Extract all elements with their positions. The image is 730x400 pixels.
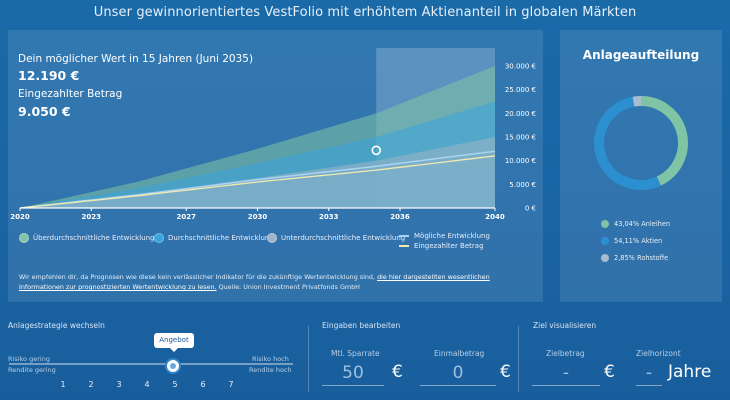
inputs-section-title: Eingaben bearbeiten (322, 321, 401, 330)
y-tick-label: 25.000 € (505, 86, 536, 94)
divider-1 (308, 326, 309, 392)
forecast-panel: 2020 2023 2027 2030 2033 2036 2040 30.000 € 25.0… (8, 30, 543, 302)
target-horizon-unit: Jahre (668, 362, 712, 382)
possible-value-label: Dein möglicher Wert in 15 Jahren (Juni 2… (18, 53, 254, 65)
x-tick-label: 2036 (390, 213, 410, 221)
goal-section-title: Ziel visualisieren (533, 321, 597, 330)
x-tick-label: 2027 (177, 213, 197, 221)
strategy-section-title: Anlagestrategie wechseln (8, 321, 105, 330)
allocation-item-stocks: 54,11% Aktien (601, 237, 662, 245)
strategy-step-6[interactable]: 6 (200, 380, 206, 389)
strategy-step-4[interactable]: 4 (144, 380, 150, 389)
target-amount-label: Zielbetrag (546, 349, 585, 358)
allocation-label-bonds: 43,04% Anleihen (614, 220, 671, 228)
y-tick-label: 30.000 € (505, 63, 536, 71)
area-below-average (20, 137, 495, 208)
legend-below-label: Unterdurchschnittliche Entwicklung (281, 234, 406, 242)
y-tick-label: 20.000 € (505, 110, 536, 118)
strategy-tooltip: Angebot (154, 333, 194, 352)
target-horizon-input[interactable] (636, 361, 662, 386)
strategy-step-1[interactable]: 1 (60, 380, 66, 389)
monthly-rate-label: Mtl. Sparrate (331, 349, 380, 358)
strategy-slider-track[interactable] (9, 363, 293, 365)
donut-segment-commodities (632, 95, 642, 107)
paid-in-label: Eingezahlter Betrag (18, 88, 123, 100)
risk-high-label: Risiko hoch (252, 355, 289, 363)
disclaimer-before: Wir empfehlen dir, da Prognosen wie dies… (19, 273, 378, 281)
strategy-step-7[interactable]: 7 (228, 380, 234, 389)
strategy-slider-knob[interactable] (165, 358, 181, 374)
legend-line-paid (399, 245, 409, 247)
strategy-step-2[interactable]: 2 (88, 380, 94, 389)
single-amount-input[interactable] (420, 361, 496, 386)
legend-paid[interactable]: Eingezahlter Betrag (399, 242, 484, 250)
legend-above-average[interactable]: Überdurchschnittliche Entwicklung (19, 233, 154, 243)
single-amount-label: Einmalbetrag (434, 349, 485, 358)
allocation-panel: Anlageaufteilung 43,04% Anleihen 54,11% … (560, 30, 722, 302)
y-tick-label: 10.000 € (505, 157, 536, 165)
allocation-dot-bonds (601, 220, 609, 228)
y-tick-label: 0 € (525, 205, 536, 213)
single-amount-unit: € (500, 362, 511, 382)
x-tick-label: 2030 (248, 213, 268, 221)
legend-paid-label: Eingezahlter Betrag (414, 242, 484, 250)
x-tick-label: 2023 (82, 213, 102, 221)
allocation-donut (594, 95, 688, 190)
x-tick-label: 2033 (319, 213, 339, 221)
legend-dot-above (19, 233, 29, 243)
allocation-dot-stocks (601, 237, 609, 245)
return-low-label: Rendite gering (8, 366, 56, 374)
allocation-item-commodities: 2,85% Rohstoffe (601, 254, 668, 262)
donut-segment-bonds (640, 96, 688, 186)
legend-below-average[interactable]: Unterdurchschnittliche Entwicklung (267, 233, 405, 243)
strategy-step-3[interactable]: 3 (116, 380, 122, 389)
monthly-rate-input[interactable] (322, 361, 384, 386)
risk-low-label: Risiko gering (8, 355, 50, 363)
legend-above-label: Überdurchschnittliche Entwicklung (33, 234, 155, 242)
forecast-chart: 2020 2023 2027 2030 2033 2036 2040 30.000 € 25.0… (10, 48, 536, 221)
allocation-dot-commodities (601, 254, 609, 262)
y-tick-label: 15.000 € (505, 134, 536, 142)
divider-2 (518, 326, 519, 392)
target-amount-unit: € (604, 362, 615, 382)
legend-average[interactable]: Durchschnittliche Entwicklung (154, 233, 274, 243)
legend-dot-average (154, 233, 164, 243)
x-tick-label: 2020 (10, 213, 30, 221)
disclaimer-link[interactable]: die hier dargestellten wesentlichen Info… (19, 273, 490, 291)
x-tick-label: 2040 (485, 213, 505, 221)
legend-possible[interactable]: Mögliche Entwicklung (399, 232, 490, 240)
y-tick-label: 5.000 € (509, 181, 536, 189)
donut-segment-stocks (594, 96, 661, 190)
allocation-item-bonds: 43,04% Anleihen (601, 220, 670, 228)
legend-average-label: Durchschnittliche Entwicklung (168, 234, 274, 242)
allocation-title: Anlageaufteilung (582, 48, 700, 62)
return-high-label: Rendite hoch (249, 366, 292, 374)
legend-line-possible (399, 235, 409, 237)
strategy-step-5[interactable]: 5 (172, 380, 178, 389)
paid-in-value: 9.050 € (18, 104, 71, 119)
legend-possible-label: Mögliche Entwicklung (414, 232, 490, 240)
disclaimer-text: Wir empfehlen dir, da Prognosen wie dies… (19, 272, 534, 292)
target-amount-input[interactable] (532, 361, 600, 386)
possible-value: 12.190 € (18, 68, 80, 83)
target-horizon-label: Zielhorizont (636, 349, 681, 358)
page-title: Unser gewinnorientiertes VestFolio mit e… (93, 5, 637, 20)
allocation-label-stocks: 54,11% Aktien (614, 237, 663, 245)
disclaimer-source: Quelle: Union Investment Privatfonds Gmb… (216, 283, 360, 291)
monthly-rate-unit: € (392, 362, 403, 382)
line-paid-in-amount (19, 155, 496, 209)
legend-dot-below (267, 233, 277, 243)
slider-knob-icon (170, 363, 176, 369)
forecast-marker (371, 145, 382, 156)
allocation-label-commodities: 2,85% Rohstoffe (614, 254, 669, 262)
